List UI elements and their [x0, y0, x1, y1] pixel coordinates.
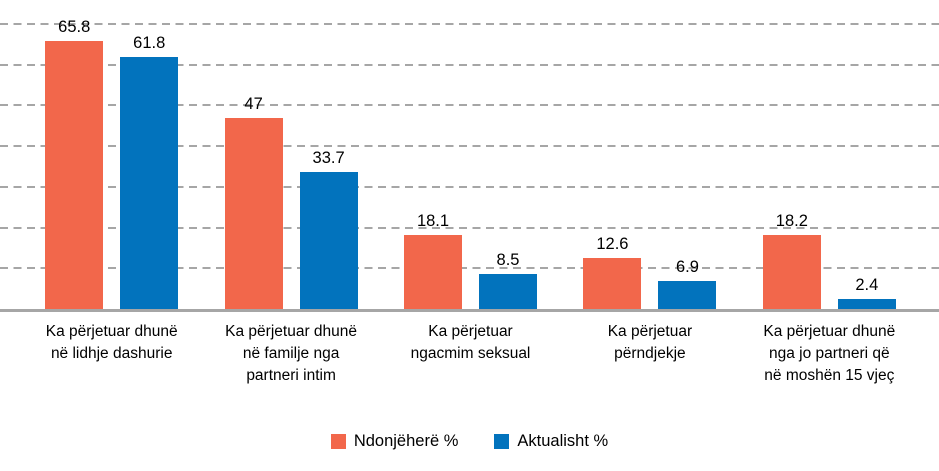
- bar-aktualisht: [479, 274, 538, 309]
- legend-swatch: [494, 434, 510, 449]
- value-label: 61.8: [133, 34, 166, 53]
- gridline: [0, 145, 939, 148]
- value-label: 33.7: [312, 148, 345, 167]
- bar-wrap: 2.4: [837, 276, 896, 309]
- bar-group: 18.2 2.4: [740, 0, 919, 309]
- bar-wrap: 47: [224, 94, 283, 309]
- bar-wrap: 18.2: [762, 211, 821, 309]
- bar-wrap: 65.8: [45, 18, 104, 309]
- bar-aktualisht: [120, 57, 179, 309]
- bar-wrap: 8.5: [479, 251, 538, 309]
- bar-group: 12.6 6.9: [560, 0, 739, 309]
- value-label: 65.8: [58, 18, 91, 37]
- bars-layer: 65.8 61.8 47 33.7 18.1 8.5 12.6 6.9 18.2 2.4: [22, 0, 919, 309]
- gridline: [0, 23, 939, 25]
- bar-aktualisht: [299, 171, 358, 309]
- legend-swatch: [330, 434, 346, 449]
- value-label: 47: [244, 94, 263, 113]
- category-label: Ka përjetuar dhunë nga jo partneri që në…: [763, 323, 896, 384]
- legend-item: Ndonjëherë %: [330, 432, 459, 451]
- bar-wrap: 18.1: [404, 212, 463, 309]
- gridline: [0, 63, 939, 66]
- bar-group: 65.8 61.8: [22, 0, 201, 309]
- value-label: 18.2: [775, 211, 808, 230]
- value-label: 6.9: [675, 257, 699, 276]
- category-label: Ka përjetuar përndjekje: [607, 323, 693, 362]
- value-label: 2.4: [855, 276, 879, 295]
- gridline: [0, 226, 939, 229]
- bar-wrap: 12.6: [583, 234, 642, 309]
- legend-item: Aktualisht %: [494, 432, 608, 451]
- gridline: [0, 185, 939, 188]
- plot-area: 65.8 61.8 47 33.7 18.1 8.5 12.6 6.9 18.2 2.4: [0, 0, 939, 309]
- bar-group: 47 33.7: [201, 0, 380, 309]
- value-label: 12.6: [596, 234, 629, 253]
- bar-wrap: 6.9: [658, 257, 717, 309]
- category-label: Ka përjetuar dhunë në familje nga partne…: [225, 323, 358, 384]
- bar-ndonjehere: [404, 235, 463, 309]
- bar-wrap: 61.8: [120, 34, 179, 309]
- bar-ndonjehere: [762, 234, 821, 309]
- bar-ndonjehere: [45, 41, 104, 309]
- bar-aktualisht: [658, 280, 717, 309]
- bar-aktualisht: [837, 299, 896, 309]
- gridline: [0, 104, 939, 107]
- category-label: Ka përjetuar ngacmim seksual: [410, 323, 531, 362]
- bar-wrap: 33.7: [299, 148, 358, 309]
- legend-label: Aktualisht %: [517, 432, 609, 450]
- bar-group: 18.1 8.5: [381, 0, 560, 309]
- category-label: Ka përjetuar dhunë në lidhje dashurie: [45, 323, 178, 362]
- bar-ndonjehere: [583, 257, 642, 309]
- category-axis: Ka përjetuar dhunë në lidhje dashurie Ka …: [0, 321, 939, 414]
- gridline: [0, 267, 939, 270]
- value-label: 18.1: [416, 212, 450, 231]
- x-axis-line: [0, 309, 939, 312]
- legend: Ndonjëherë % Aktualisht %: [0, 432, 939, 451]
- legend-label: Ndonjëherë %: [353, 432, 459, 450]
- bar-ndonjehere: [224, 117, 283, 309]
- value-label: 8.5: [496, 251, 520, 270]
